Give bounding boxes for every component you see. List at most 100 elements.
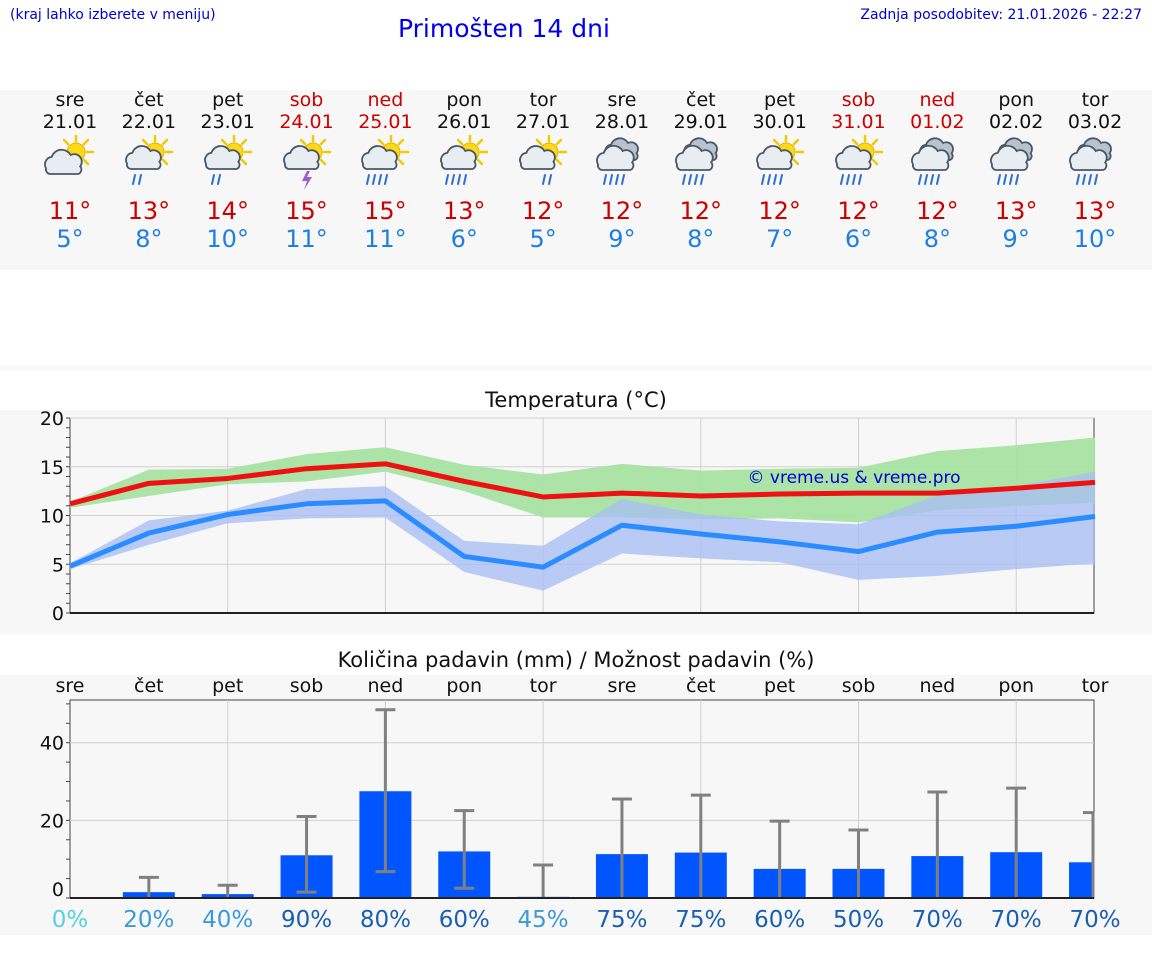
day-column: tor 27.01 12° 5°	[503, 89, 583, 253]
min-temperature-line	[69, 498, 1096, 570]
precip-probability-label: 70%	[991, 907, 1042, 933]
x-category-label: sre	[607, 675, 636, 697]
max-temperature: 12°	[758, 197, 801, 225]
max-temperature: 15°	[285, 197, 328, 225]
min-temperature: 9°	[1002, 225, 1030, 253]
min-temperature: 8°	[923, 225, 951, 253]
max-temperature: 12°	[521, 197, 565, 225]
day-name: tor	[529, 89, 557, 111]
day-name: ned	[919, 89, 956, 111]
min-temperature: 7°	[766, 225, 794, 253]
max-temperature: 14°	[206, 197, 249, 225]
day-name: pet	[764, 89, 796, 111]
day-name: pet	[212, 89, 244, 111]
separator	[0, 366, 1152, 370]
min-temperature: 6°	[844, 225, 873, 253]
min-temperature: 9°	[608, 225, 636, 253]
sun-cloud-rain-icon	[203, 135, 252, 185]
day-column: čet 22.01 13° 8°	[109, 89, 189, 253]
day-date: 29.01	[673, 111, 728, 133]
day-date: 31.01	[831, 111, 886, 133]
max-temperature: 12°	[600, 197, 644, 225]
location-hint: (kraj lahko izberete v meniju)	[10, 7, 216, 23]
day-name: sob	[289, 89, 324, 111]
day-column: pet 30.01 12° 7°	[740, 89, 820, 253]
min-temperature: 6°	[450, 225, 478, 253]
last-updated: Zadnja posodobitev: 21.01.2026 - 22:27	[860, 7, 1142, 23]
precip-probability-label: 80%	[360, 907, 411, 933]
max-temperature-band	[70, 437, 1096, 523]
sun-cloud-thunder-icon	[282, 135, 331, 190]
min-temperature: 11°	[364, 225, 407, 253]
day-date: 22.01	[121, 111, 177, 133]
cloud-heavy-rain-icon	[990, 137, 1034, 185]
day-date: 01.02	[910, 111, 965, 133]
min-temperature: 5°	[529, 225, 557, 253]
max-temperature: 12°	[679, 197, 723, 225]
min-temperature: 10°	[1073, 225, 1117, 253]
min-temperature: 10°	[206, 225, 249, 253]
cloud-heavy-rain-icon	[596, 137, 639, 185]
max-temperature: 12°	[837, 197, 880, 225]
precip-probability-label: 60%	[439, 907, 490, 933]
precip-probability-label: 75%	[675, 907, 726, 933]
x-category-label: sob	[290, 675, 324, 697]
max-temperature: 15°	[364, 197, 407, 225]
day-date: 24.01	[279, 111, 334, 133]
day-column: sre 21.01 11° 5°	[30, 89, 110, 253]
day-date: 02.02	[988, 111, 1044, 133]
max-temperature: 13°	[994, 197, 1038, 225]
precip-probability-label: 70%	[1069, 907, 1120, 933]
precip-probability-label: 60%	[754, 907, 805, 933]
y-tick-label: 20	[40, 810, 64, 832]
precip-probability-label: 0%	[52, 907, 89, 933]
x-category-label: pet	[212, 675, 243, 697]
day-name: čet	[686, 89, 716, 111]
max-temperature: 13°	[442, 197, 486, 225]
day-name: pon	[446, 89, 483, 111]
x-category-label: čet	[134, 675, 164, 697]
min-temperature: 8°	[687, 225, 715, 253]
day-column: tor 03.02 13° 10°	[1055, 89, 1135, 253]
day-date: 27.01	[515, 111, 571, 133]
day-column: sob 31.01 12° 6°	[819, 89, 899, 253]
watermark: © vreme.us & vreme.pro	[747, 468, 960, 488]
x-category-label: ned	[919, 675, 955, 697]
sun-cloud-heavy-rain-icon	[834, 135, 883, 185]
precip-probability-label: 50%	[833, 907, 884, 933]
cloud-heavy-rain-icon	[911, 137, 955, 185]
sun-cloud-light-rain-icon	[519, 135, 568, 185]
sun-cloud-rain-icon	[124, 135, 174, 185]
day-name: pon	[998, 89, 1035, 111]
cloud-heavy-rain-icon	[674, 137, 718, 185]
precip-probability-label: 75%	[596, 907, 647, 933]
temperature-chart: 0 5 10 15 20 © vreme.us & vreme.pro	[40, 408, 1096, 625]
min-temperature: 8°	[135, 225, 163, 253]
daily-forecast-band	[0, 90, 1152, 270]
x-category-label: pet	[764, 675, 795, 697]
y-tick-label: 5	[52, 554, 64, 576]
day-name: sob	[841, 89, 876, 111]
day-column: sre 28.01 12° 9°	[582, 89, 662, 253]
precip-probability-label: 90%	[281, 907, 332, 933]
min-temperature: 5°	[56, 225, 84, 253]
max-temperature: 12°	[916, 197, 959, 225]
day-date: 21.01	[42, 111, 98, 133]
x-category-label: ned	[368, 675, 404, 697]
y-tick-label: 10	[40, 506, 64, 528]
day-date: 23.01	[200, 111, 255, 133]
precip-probability-label: 20%	[123, 907, 174, 933]
day-column: sob 24.01 15° 11°	[267, 89, 347, 253]
precipitation-chart-title: Količina padavin (mm) / Možnost padavin …	[337, 648, 815, 672]
sun-cloud-heavy-rain-icon	[755, 135, 804, 185]
day-date: 26.01	[437, 111, 492, 133]
day-column: ned 25.01 15° 11°	[345, 89, 425, 253]
precipitation-chart: sre čet pet sob ned pon tor sre čet pet sob ned pon t…	[40, 675, 1121, 933]
day-date: 30.01	[752, 111, 807, 133]
y-tick-label: 0	[52, 879, 64, 901]
day-name: ned	[367, 89, 404, 111]
x-category-label: sre	[56, 675, 85, 697]
x-category-label: čet	[686, 675, 716, 697]
day-name: sre	[607, 89, 637, 111]
sun-cloud-heavy-rain-icon	[440, 135, 489, 185]
